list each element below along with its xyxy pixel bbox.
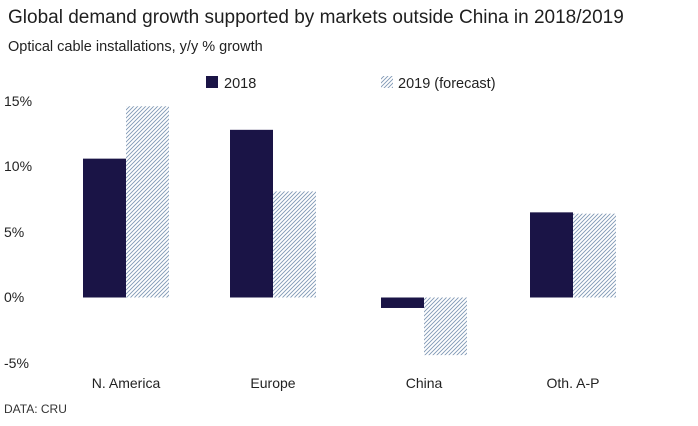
bar-2019-forecast-europe (273, 191, 316, 298)
x-tick-label-europe: Europe (250, 375, 295, 391)
bar-2019-forecast-oth-a-p (573, 213, 616, 298)
legend-label-2019-forecast: 2019 (forecast) (398, 76, 496, 92)
x-tick-label-n-america: N. America (92, 375, 161, 391)
y-tick-label: 10% (4, 158, 32, 174)
x-tick-label-oth-a-p: Oth. A-P (547, 375, 600, 391)
y-tick-label: -5% (4, 355, 29, 371)
legend: 2018 2019 (forecast) (206, 76, 496, 92)
legend-swatch-2019-forecast (381, 76, 393, 88)
source-note: DATA: CRU (4, 402, 67, 416)
y-axis: 15% 10% 5% 0% -5% (4, 93, 32, 371)
legend-label-2018: 2018 (224, 76, 256, 92)
chart-subtitle: Optical cable installations, y/y % growt… (8, 39, 263, 55)
bar-2018-china (381, 297, 424, 308)
y-tick-label: 0% (4, 289, 24, 305)
x-axis: N. America Europe China Oth. A-P (92, 375, 600, 391)
x-tick-label-china: China (406, 375, 443, 391)
bar-2019-forecast-n-america (126, 106, 169, 298)
bar-2018-n-america (83, 158, 126, 298)
chart-title: Global demand growth supported by market… (8, 7, 624, 28)
y-tick-label: 15% (4, 93, 32, 109)
bar-2018-europe (230, 129, 273, 298)
y-tick-label: 5% (4, 224, 24, 240)
plot-bars (83, 106, 616, 356)
bar-2018-oth-a-p (530, 212, 573, 298)
legend-swatch-2018 (206, 76, 218, 88)
bar-2019-forecast-china (424, 297, 467, 356)
